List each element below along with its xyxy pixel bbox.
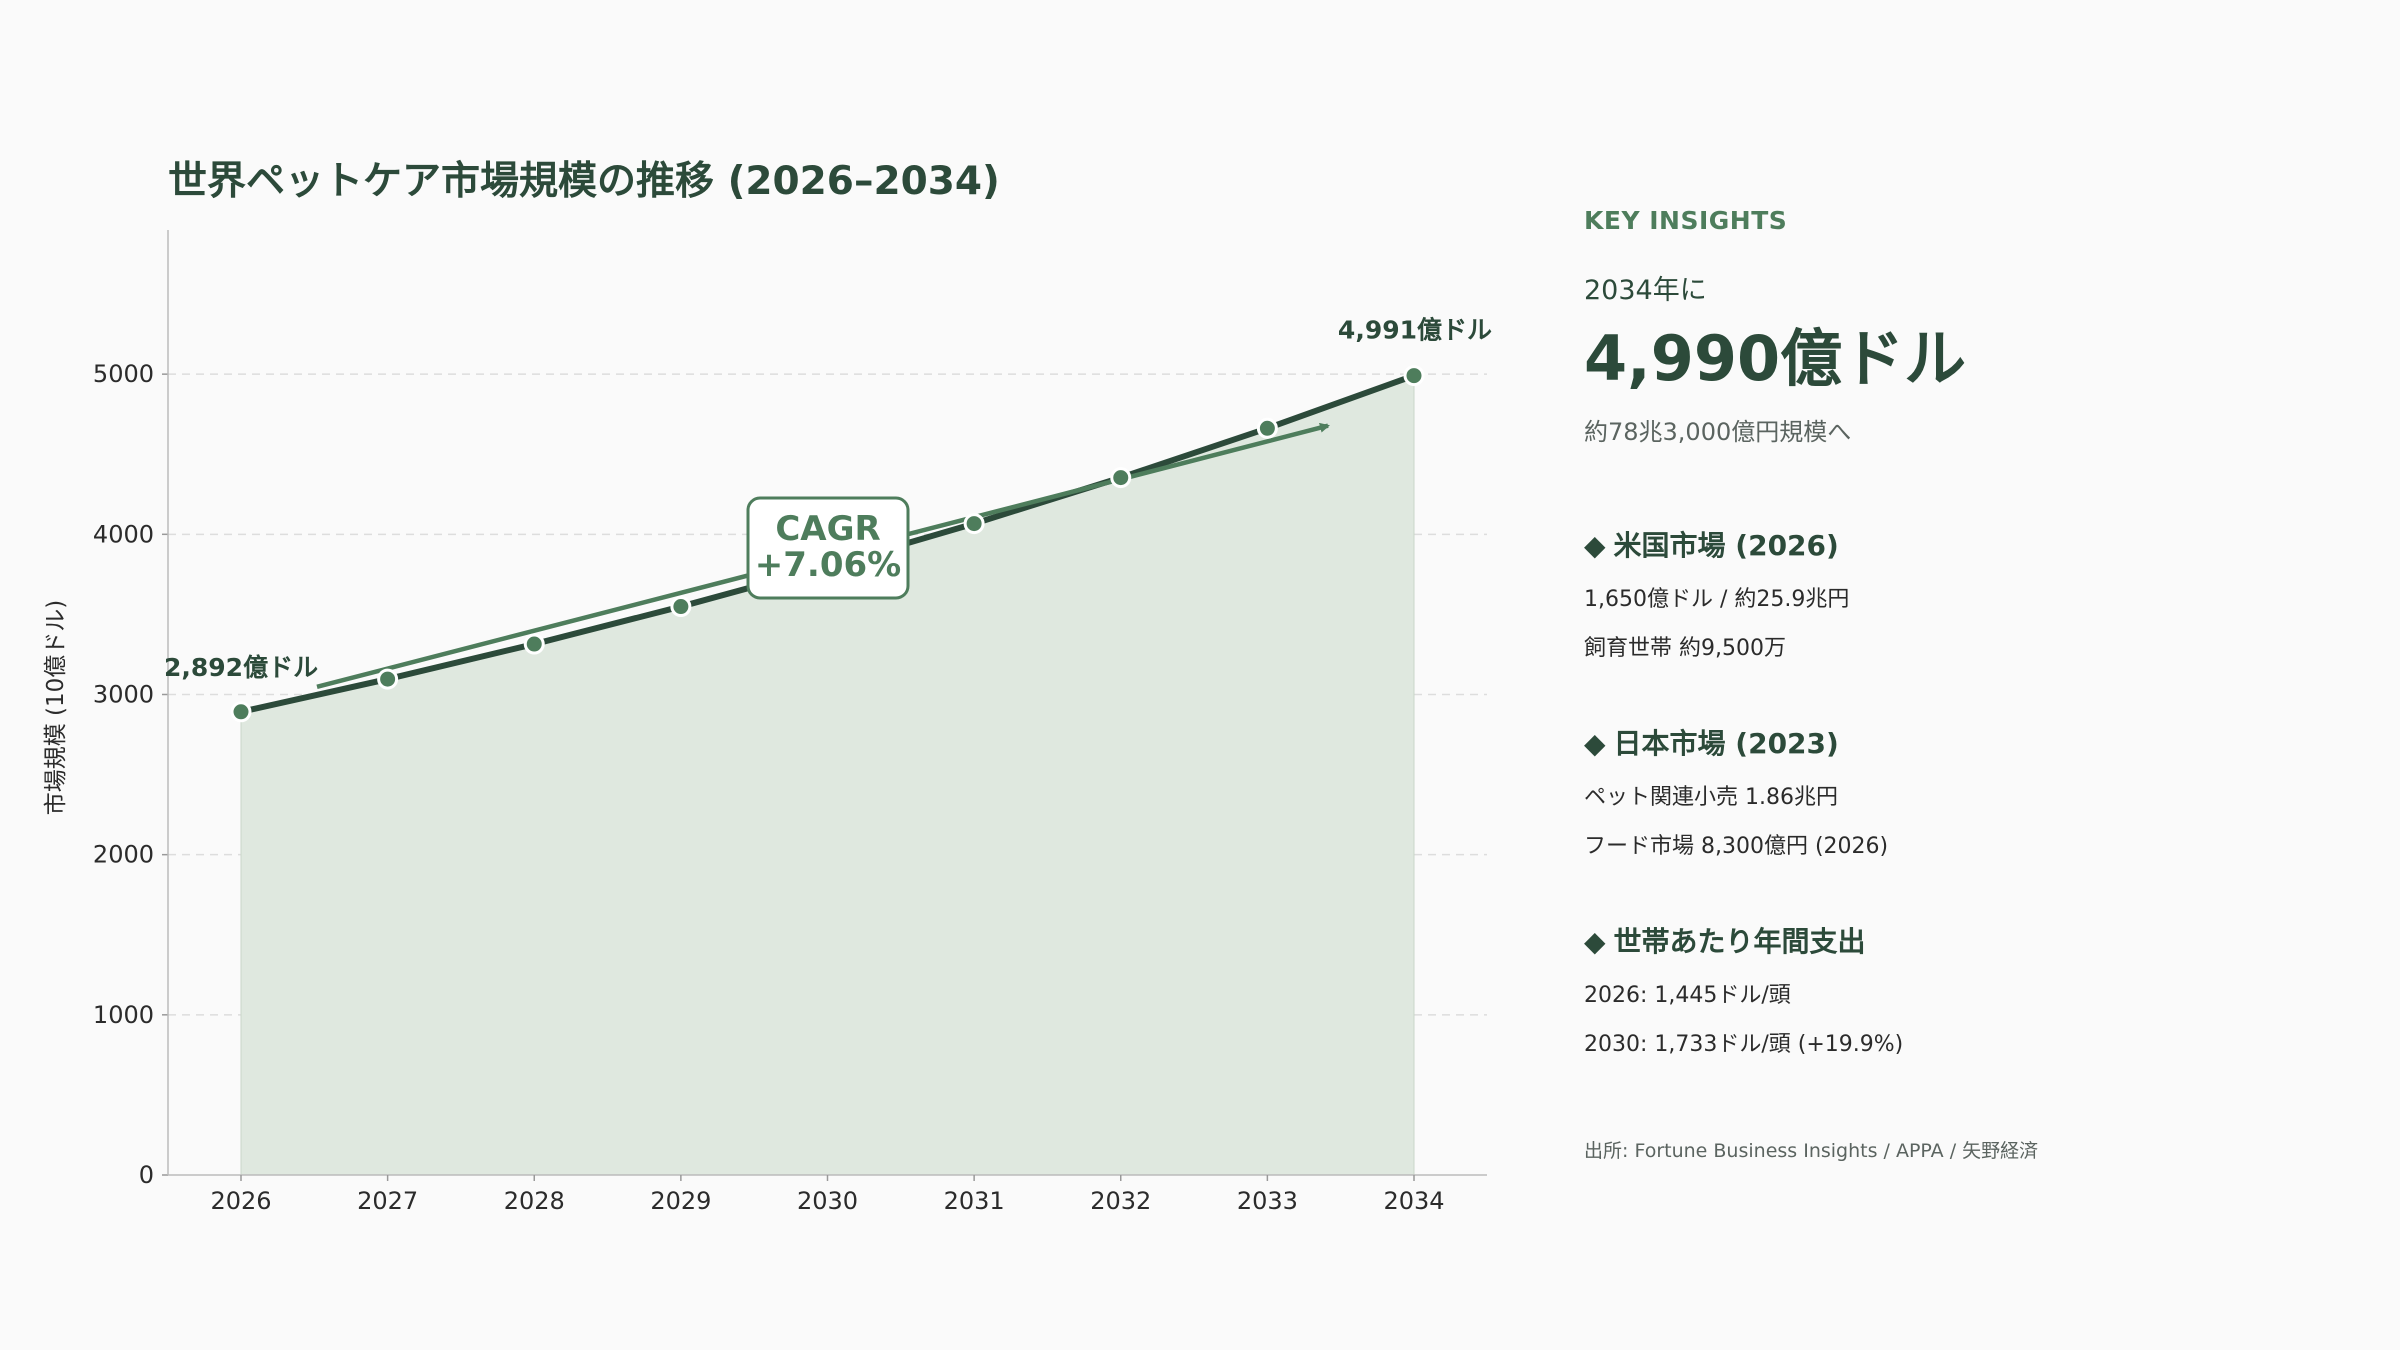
- y-tick-label: 4000: [93, 520, 154, 548]
- diamond-icon: ◆: [1584, 727, 1606, 760]
- section-line: 2030: 1,733ドル/頭 (+19.9%): [1584, 1032, 1904, 1057]
- section-heading: ◆ 世帯あたり年間支出: [1584, 920, 1903, 960]
- data-point: [230, 701, 252, 723]
- section-title: 世帯あたり年間支出: [1613, 925, 1866, 958]
- section-line: 飼育世帯 約9,500万: [1584, 636, 1786, 661]
- insights-prefix: 2034年に: [1584, 275, 1707, 306]
- section-line: フード市場 8,300億円 (2026): [1584, 834, 1889, 859]
- section-heading: ◆ 日本市場 (2023): [1584, 722, 1888, 762]
- section-line: 1,650億ドル / 約25.9兆円: [1584, 587, 1850, 612]
- area-fill: [241, 375, 1414, 1175]
- cagr-box: [746, 496, 910, 600]
- x-tick-label: 2030: [797, 1187, 858, 1215]
- cagr-value: +7.06%: [755, 545, 901, 585]
- section-title: 米国市場 (2026): [1613, 529, 1839, 562]
- section-line: 2026: 1,445ドル/頭: [1584, 983, 1791, 1008]
- data-point: [963, 513, 985, 535]
- x-tick-label: 2033: [1237, 1187, 1298, 1215]
- insights-big-value: 4,990億ドル: [1584, 322, 1967, 395]
- section-line: ペット関連小売 1.86兆円: [1584, 785, 1838, 810]
- section-title: 日本市場 (2023): [1613, 727, 1839, 760]
- insights-subtext: 約78兆3,000億円規模へ: [1584, 418, 1852, 446]
- chart-title: 世界ペットケア市場規模の推移 (2026–2034): [168, 159, 1000, 204]
- data-point: [523, 633, 545, 655]
- data-point: [1403, 365, 1425, 387]
- x-tick-label: 2032: [1090, 1187, 1151, 1215]
- x-tick-label: 2029: [650, 1187, 711, 1215]
- section-us-market: ◆ 米国市場 (2026) 1,650億ドル / 約25.9兆円 飼育世帯 約9,…: [1584, 524, 1849, 662]
- section-heading: ◆ 米国市場 (2026): [1584, 524, 1849, 564]
- x-tick-label: 2031: [944, 1187, 1005, 1215]
- chart: 0 1000 2000 3000 4000 5000 2026 2027 2028 2029 203…: [43, 230, 1492, 1215]
- data-point: [1256, 417, 1278, 439]
- x-tick-label: 2026: [210, 1187, 271, 1215]
- end-value-label: 4,991億ドル: [1338, 316, 1492, 345]
- x-tick-label: 2028: [504, 1187, 565, 1215]
- data-point: [1110, 467, 1132, 489]
- data-point: [670, 596, 692, 618]
- label-layer: CAGR+7.06% 2,892億ドル 4,991億ドル: [164, 316, 1492, 682]
- x-tick-label: 2034: [1383, 1187, 1444, 1215]
- cagr-label: CAGR: [775, 509, 880, 549]
- x-tick-label: 2027: [357, 1187, 418, 1215]
- axes-layer: 0 1000 2000 3000 4000 5000 2026 2027 2028 2029 203…: [43, 230, 1487, 1215]
- section-japan-market: ◆ 日本市場 (2023) ペット関連小売 1.86兆円 フード市場 8,300億…: [1584, 722, 1888, 860]
- y-tick-label: 3000: [93, 680, 154, 708]
- insights-eyebrow: KEY INSIGHTS: [1584, 206, 1788, 235]
- y-tick-label: 5000: [93, 360, 154, 388]
- start-value-label: 2,892億ドル: [164, 653, 318, 682]
- diamond-icon: ◆: [1584, 925, 1606, 958]
- section-household-spend: ◆ 世帯あたり年間支出 2026: 1,445ドル/頭 2030: 1,733ドル…: [1584, 920, 1903, 1058]
- source-note: 出所: Fortune Business Insights / APPA / 矢…: [1584, 1140, 2039, 1162]
- data-point: [377, 668, 399, 690]
- area-layer: [240, 375, 1415, 1175]
- y-tick-label: 2000: [93, 841, 154, 869]
- diamond-icon: ◆: [1584, 529, 1606, 562]
- y-tick-label: 1000: [93, 1001, 154, 1029]
- y-tick-label: 0: [139, 1161, 154, 1189]
- y-axis-label: 市場規模 (10億ドル): [43, 600, 69, 816]
